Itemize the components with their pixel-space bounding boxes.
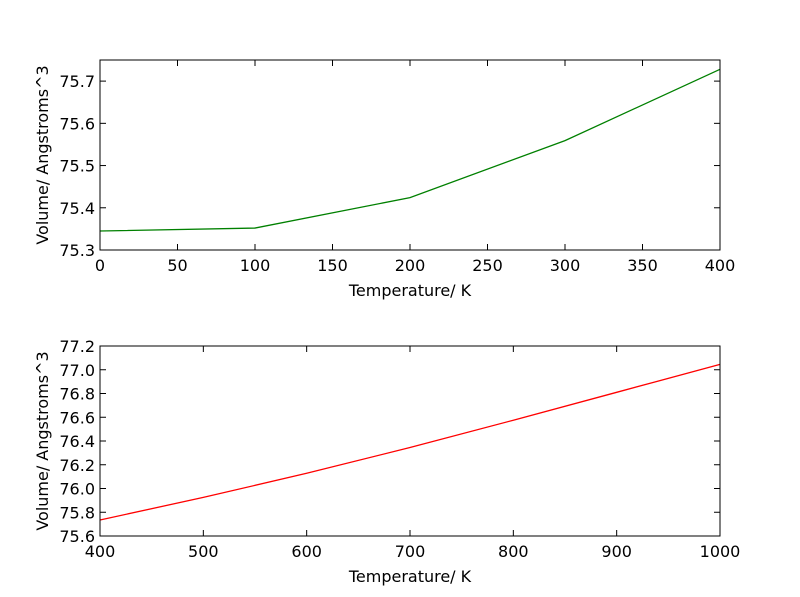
x-tick-label: 250: [472, 256, 503, 275]
x-tick-label: 150: [317, 256, 348, 275]
plot-area-2: [99, 363, 721, 521]
x-tick-label: 50: [167, 256, 187, 275]
x-tick-label: 200: [395, 256, 426, 275]
x-tick-label: 0: [95, 256, 105, 275]
y-tick-label: 75.3: [59, 241, 95, 260]
x-tick-label: 300: [550, 256, 581, 275]
x-axis-label-1: Temperature/ K: [348, 281, 472, 300]
x-tick-label: 600: [291, 542, 322, 561]
x-tick-label: 350: [627, 256, 658, 275]
y-axis-2: 75.6 75.8 76.0 76.2 76.4 76.6 76.8 77.0 77.2: [59, 337, 720, 546]
x-tick-label: 100: [240, 256, 271, 275]
x-tick-label: 900: [601, 542, 632, 561]
x-tick-label: 800: [498, 542, 529, 561]
y-tick-label: 75.6: [59, 527, 95, 546]
x-axis-2: 400 500 600 700 800 900 1000: [85, 346, 741, 561]
y-axis-1: 75.3 75.4 75.5 75.6 75.7: [59, 72, 720, 260]
series-line-1-1: [99, 68, 721, 232]
plot-frame-1: [99, 59, 721, 251]
x-tick-label: 400: [85, 542, 116, 561]
subplot-1: 0 50 100 150 200 250 300 350 400 75.375.475.575.…: [33, 59, 735, 300]
y-tick-label: 76.4: [59, 432, 95, 451]
y-axis-label-1: Volume/ Angstroms^3: [33, 65, 52, 244]
y-tick-label: 76.6: [59, 408, 95, 427]
y-tick-label: 75.6: [59, 114, 95, 133]
x-tick-label: 500: [188, 542, 219, 561]
y-tick-label: 76.8: [59, 385, 95, 404]
subplot-2: 400 500 600 700 800 900 1000 75.675.876.076.27…: [33, 337, 740, 586]
x-tick-label: 400: [705, 256, 736, 275]
y-tick-label: 75.7: [59, 72, 95, 91]
y-tick-label: 75.4: [59, 199, 95, 218]
x-tick-label: 1000: [700, 542, 741, 561]
y-axis-label-2: Volume/ Angstroms^3: [33, 351, 52, 530]
y-tick-label: 77.0: [59, 361, 95, 380]
y-tick-label: 77.2: [59, 337, 95, 356]
y-tick-label: 76.0: [59, 480, 95, 499]
x-axis-1: 0 50 100 150 200 250 300 350 400: [95, 60, 735, 275]
series-line-2-1: [99, 363, 721, 521]
plot-frame-2: [99, 345, 721, 537]
x-tick-label: 700: [395, 542, 426, 561]
x-axis-label-2: Temperature/ K: [348, 567, 472, 586]
plot-area-1: [99, 68, 721, 232]
y-tick-label: 75.8: [59, 503, 95, 522]
y-tick-label: 75.5: [59, 157, 95, 176]
y-tick-label: 76.2: [59, 456, 95, 475]
